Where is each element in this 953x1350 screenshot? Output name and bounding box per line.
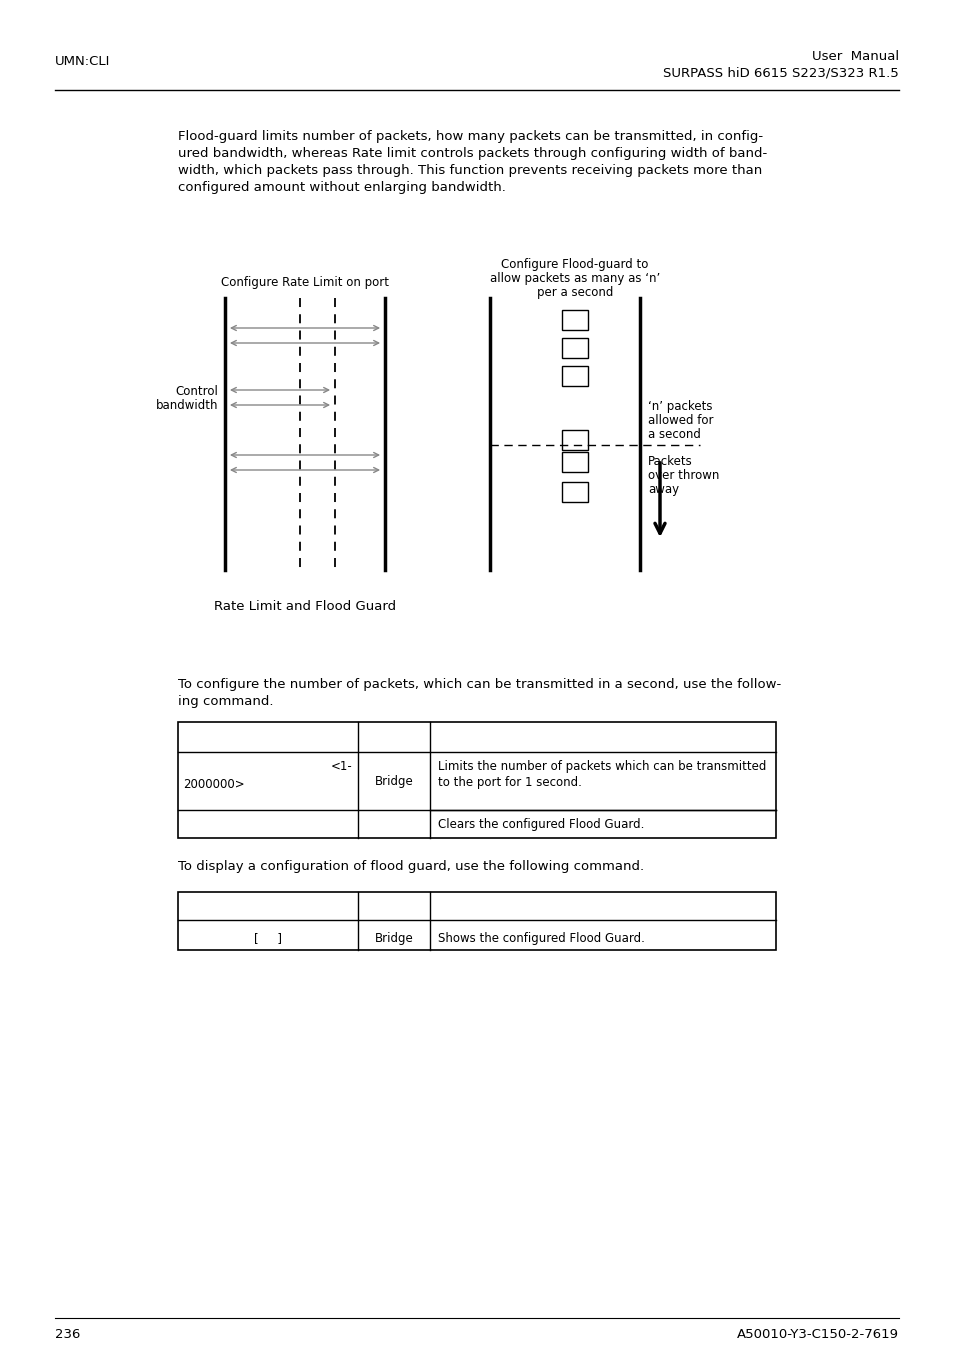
Text: configured amount without enlarging bandwidth.: configured amount without enlarging band… [178,181,505,194]
Text: Packets: Packets [647,455,692,468]
Text: To display a configuration of flood guard, use the following command.: To display a configuration of flood guar… [178,860,643,873]
Bar [561,452,587,472]
Text: Configure Flood-guard to: Configure Flood-guard to [500,258,648,271]
Text: 236: 236 [55,1328,80,1341]
Text: per a second: per a second [537,286,613,298]
Text: allow packets as many as ‘n’: allow packets as many as ‘n’ [489,271,659,285]
Bar [561,338,587,358]
Text: allowed for: allowed for [647,414,713,427]
Bar [561,431,587,450]
Text: Bridge: Bridge [375,931,413,945]
Text: ‘n’ packets: ‘n’ packets [647,400,712,413]
Text: UMN:CLI: UMN:CLI [55,55,111,68]
Text: Clears the configured Flood Guard.: Clears the configured Flood Guard. [437,818,643,832]
Text: To configure the number of packets, which can be transmitted in a second, use th: To configure the number of packets, whic… [178,678,781,691]
Text: width, which packets pass through. This function prevents receiving packets more: width, which packets pass through. This … [178,163,761,177]
Text: Configure Rate Limit on port: Configure Rate Limit on port [221,275,389,289]
Text: bandwidth: bandwidth [155,400,218,412]
Text: <1-: <1- [331,760,353,774]
Text: ing command.: ing command. [178,695,274,707]
Bar [561,482,587,502]
Text: Flood-guard limits number of packets, how many packets can be transmitted, in co: Flood-guard limits number of packets, ho… [178,130,762,143]
Text: Control: Control [175,385,218,398]
Bar [178,722,775,838]
Text: Bridge: Bridge [375,775,413,787]
Text: Limits the number of packets which can be transmitted: Limits the number of packets which can b… [437,760,765,774]
Text: to the port for 1 second.: to the port for 1 second. [437,776,581,788]
Bar [561,366,587,386]
Bar [178,892,775,950]
Text: a second: a second [647,428,700,441]
Text: SURPASS hiD 6615 S223/S323 R1.5: SURPASS hiD 6615 S223/S323 R1.5 [662,68,898,80]
Text: 2000000>: 2000000> [183,778,244,791]
Text: ured bandwidth, whereas Rate limit controls packets through configuring width of: ured bandwidth, whereas Rate limit contr… [178,147,766,161]
Text: away: away [647,483,679,495]
Text: A50010-Y3-C150-2-7619: A50010-Y3-C150-2-7619 [737,1328,898,1341]
Text: Shows the configured Flood Guard.: Shows the configured Flood Guard. [437,931,644,945]
Text: [     ]: [ ] [253,931,282,945]
Text: Rate Limit and Flood Guard: Rate Limit and Flood Guard [213,599,395,613]
Text: User  Manual: User Manual [811,50,898,63]
Bar [561,310,587,329]
Text: over thrown: over thrown [647,468,719,482]
